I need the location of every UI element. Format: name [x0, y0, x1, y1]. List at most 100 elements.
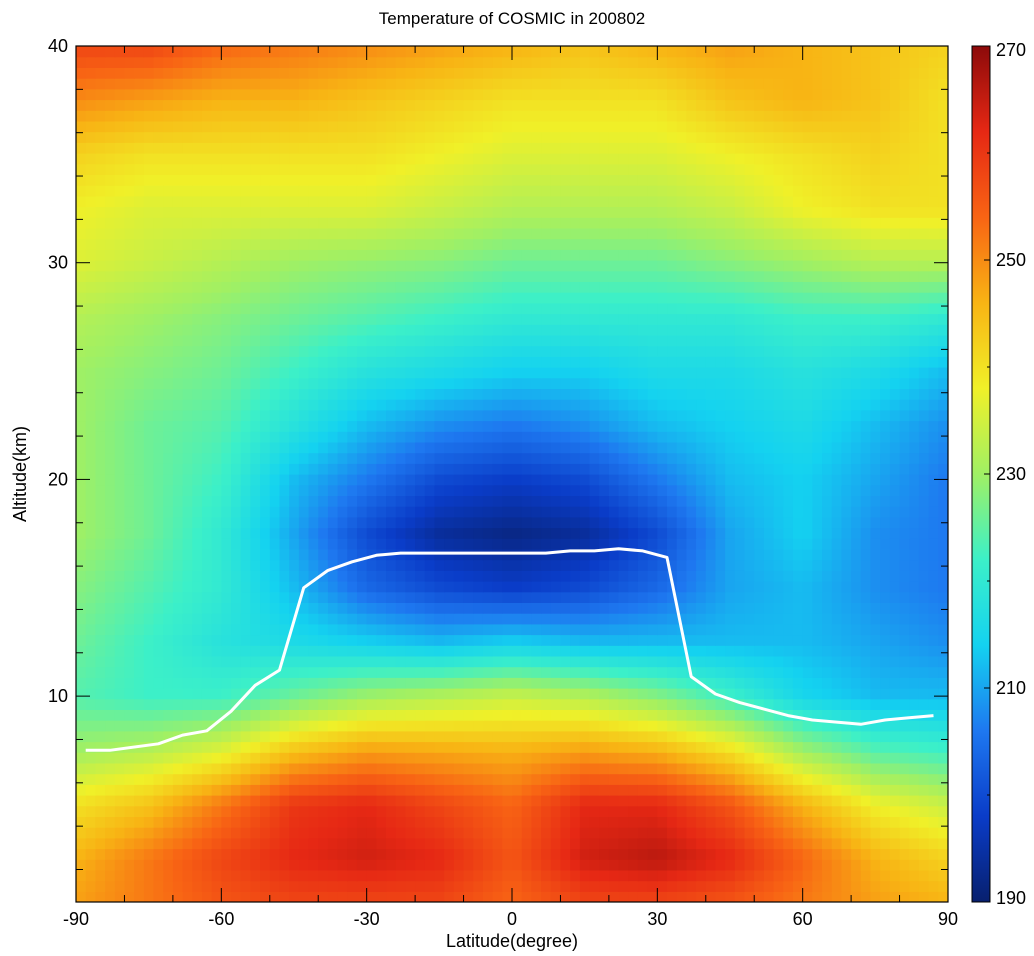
heatmap-cell — [327, 784, 339, 796]
heatmap-cell — [172, 623, 184, 636]
heatmap-cell — [163, 452, 174, 464]
heatmap-cell — [812, 698, 823, 710]
heatmap-cell — [918, 538, 930, 550]
heatmap-cell — [599, 805, 610, 817]
heatmap-cell — [831, 441, 843, 454]
heatmap-cell — [260, 816, 271, 828]
heatmap-cell — [831, 559, 843, 571]
heatmap-cell — [715, 377, 726, 389]
heatmap-cell — [763, 441, 775, 454]
heatmap-cell — [289, 709, 300, 721]
heatmap-cell — [899, 762, 910, 775]
heatmap-cell — [366, 356, 377, 368]
heatmap-cell — [201, 324, 213, 336]
heatmap-cell — [211, 666, 222, 678]
heatmap-cell — [337, 859, 348, 871]
heatmap-cell — [279, 356, 290, 368]
heatmap-cell — [647, 837, 658, 850]
heatmap-cell — [889, 655, 901, 668]
heatmap-cell — [705, 538, 717, 550]
heatmap-cell — [880, 773, 891, 785]
heatmap-cell — [289, 474, 300, 486]
heatmap-cell — [909, 591, 920, 603]
heatmap-cell — [463, 409, 474, 422]
heatmap-cell — [502, 677, 513, 689]
heatmap-cell — [628, 698, 639, 710]
heatmap-cell — [667, 805, 678, 817]
heatmap-cell — [521, 741, 532, 753]
heatmap-cell — [822, 484, 833, 496]
heatmap-cell — [337, 441, 348, 454]
heatmap-cell — [637, 848, 649, 860]
heatmap-cell — [308, 795, 319, 807]
heatmap-cell — [318, 495, 329, 507]
heatmap-cell — [76, 538, 87, 550]
heatmap-cell — [841, 816, 852, 828]
heatmap-cell — [201, 752, 213, 764]
heatmap-cell — [76, 334, 87, 347]
heatmap-cell — [608, 837, 620, 850]
heatmap-cell — [85, 730, 96, 743]
heatmap-cell — [279, 345, 290, 357]
heatmap-cell — [444, 356, 455, 368]
heatmap-cell — [221, 655, 232, 668]
heatmap-cell — [163, 677, 174, 689]
heatmap-cell — [541, 581, 552, 593]
heatmap-cell — [124, 752, 135, 764]
heatmap-cell — [560, 334, 571, 347]
heatmap-cell — [337, 506, 348, 518]
heatmap-cell — [231, 773, 242, 785]
heatmap-cell — [686, 880, 697, 892]
heatmap-cell — [570, 452, 581, 464]
heatmap-cell — [143, 495, 155, 507]
heatmap-cell — [405, 891, 416, 902]
heatmap-cell — [628, 452, 639, 464]
heatmap-cell — [337, 795, 348, 807]
heatmap-cell — [744, 474, 755, 486]
heatmap-cell — [889, 709, 901, 721]
heatmap-cell — [570, 805, 581, 817]
heatmap-cell — [792, 548, 804, 561]
heatmap-cell — [453, 698, 465, 710]
heatmap-cell — [182, 591, 193, 603]
heatmap-cell — [531, 741, 542, 753]
heatmap-cell — [880, 559, 891, 571]
heatmap-cell — [473, 538, 484, 550]
heatmap-cell — [822, 709, 833, 721]
heatmap-cell — [482, 527, 494, 539]
heatmap-cell — [386, 377, 397, 389]
heatmap-cell — [298, 720, 310, 732]
heatmap-cell — [812, 431, 823, 443]
heatmap-cell — [599, 634, 610, 646]
heatmap-cell — [376, 837, 387, 850]
heatmap-cell — [763, 313, 775, 325]
heatmap-cell — [734, 869, 746, 882]
heatmap-cell — [938, 773, 948, 785]
heatmap-cell — [928, 506, 939, 518]
heatmap-cell — [76, 452, 87, 464]
heatmap-cell — [696, 581, 707, 593]
heatmap-cell — [579, 623, 591, 636]
heatmap-cell — [366, 795, 377, 807]
heatmap-cell — [356, 367, 368, 379]
heatmap-cell — [918, 859, 930, 871]
heatmap-cell — [356, 570, 368, 582]
heatmap-cell — [502, 784, 513, 796]
heatmap-cell — [211, 709, 222, 721]
heatmap-cell — [405, 773, 416, 785]
heatmap-cell — [347, 688, 358, 700]
heatmap-cell — [783, 441, 794, 454]
heatmap-cell — [570, 356, 581, 368]
heatmap-cell — [637, 805, 649, 817]
heatmap-cell — [492, 816, 503, 828]
heatmap-cell — [76, 795, 87, 807]
heatmap-cell — [589, 463, 600, 475]
heatmap-cell — [599, 313, 610, 325]
heatmap-cell — [269, 484, 281, 496]
heatmap-cell — [211, 527, 222, 539]
heatmap-cell — [337, 474, 348, 486]
heatmap-cell — [909, 688, 920, 700]
heatmap-cell — [327, 409, 339, 422]
heatmap-cell — [909, 334, 920, 347]
heatmap-cell — [860, 848, 872, 860]
